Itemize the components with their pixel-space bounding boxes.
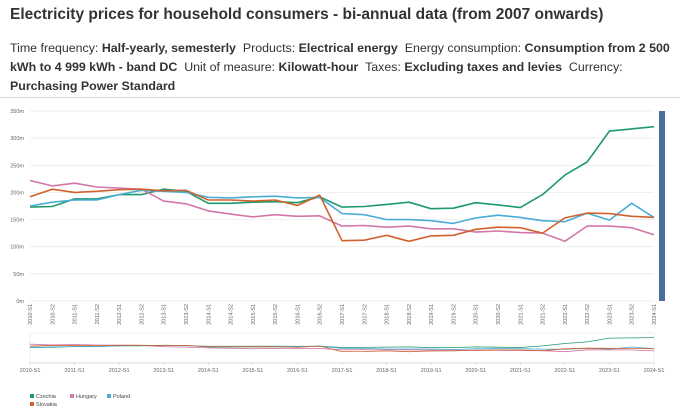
chart-subtitle: Time frequency: Half-yearly, semesterly … bbox=[10, 39, 672, 96]
y-tick-label: 250m bbox=[10, 163, 24, 169]
legend-item-slovakia[interactable]: Slovakia bbox=[30, 402, 58, 408]
navigator-line-slovakia bbox=[29, 344, 655, 353]
x-tick-label: 2013-S1 bbox=[162, 304, 168, 325]
legend-swatch bbox=[30, 394, 34, 398]
meta-label-unit: Unit of measure: bbox=[184, 60, 276, 74]
x-tick-label: 2015-S1 bbox=[251, 304, 257, 325]
meta-label-energy-consumption: Energy consumption: bbox=[404, 41, 522, 55]
navigator-tick-label: 2010-S1 bbox=[20, 368, 41, 374]
range-scrollbar[interactable] bbox=[659, 111, 665, 301]
x-tick-label: 2018-S2 bbox=[407, 304, 413, 325]
x-tick-label: 2023-S1 bbox=[607, 304, 613, 325]
header-divider bbox=[0, 97, 680, 98]
y-tick-label: 200m bbox=[10, 190, 24, 196]
x-tick-label: 2016-S1 bbox=[295, 304, 301, 325]
range-navigator[interactable] bbox=[29, 332, 655, 364]
navigator-tick-label: 2020-S1 bbox=[465, 368, 486, 374]
x-tick-label: 2019-S1 bbox=[429, 304, 435, 325]
y-tick-label: 0m bbox=[16, 299, 24, 305]
x-tick-label: 2011-S2 bbox=[95, 304, 101, 324]
navigator-tick-label: 2016-S1 bbox=[287, 368, 308, 374]
x-tick-label: 2012-S1 bbox=[117, 304, 123, 325]
legend-label: Czechia bbox=[36, 394, 57, 400]
x-tick-label: 2014-S2 bbox=[229, 304, 235, 325]
navigator-tick-label: 2017-S1 bbox=[332, 368, 353, 374]
x-tick-label: 2013-S2 bbox=[184, 304, 190, 325]
navigator-tick-label: 2024-S1 bbox=[644, 368, 665, 374]
x-tick-label: 2010-S2 bbox=[50, 304, 56, 325]
meta-value-currency: Purchasing Power Standard bbox=[10, 79, 176, 93]
x-tick-label: 2020-S1 bbox=[474, 304, 480, 325]
navigator-tick-label: 2013-S1 bbox=[153, 368, 174, 374]
navigator-x-ticks: 2010-S1 2011-S1 2012-S1 2013-S1 2014-S1 2015-… bbox=[20, 363, 665, 374]
legend: Czechia Hungary Poland Slovakia bbox=[30, 394, 130, 408]
series-line-poland bbox=[29, 189, 655, 225]
y-tick-label: 150m bbox=[10, 218, 24, 224]
x-tick-label: 2021-S2 bbox=[541, 304, 547, 325]
x-tick-label: 2017-S1 bbox=[340, 304, 346, 325]
legend-swatch bbox=[70, 394, 74, 398]
navigator-tick-label: 2011-S1 bbox=[64, 368, 84, 374]
navigator-tick-label: 2021-S1 bbox=[510, 368, 531, 374]
series-line-slovakia bbox=[29, 188, 655, 243]
legend-swatch bbox=[30, 402, 34, 406]
navigator-tick-label: 2014-S1 bbox=[198, 368, 219, 374]
legend-item-hungary[interactable]: Hungary bbox=[70, 394, 97, 400]
y-gridlines bbox=[30, 110, 654, 302]
x-tick-label: 2021-S1 bbox=[518, 304, 524, 325]
x-tick-label: 2023-S2 bbox=[630, 304, 636, 325]
y-axis-ticks: 0m 50m 100m 150m 200m 250m 300m 350m bbox=[10, 109, 24, 305]
x-tick-label: 2024-S1 bbox=[652, 304, 658, 325]
meta-value-taxes: Excluding taxes and levies bbox=[404, 60, 563, 74]
x-tick-label: 2010-S1 bbox=[28, 304, 34, 325]
navigator-tick-label: 2023-S1 bbox=[599, 368, 620, 374]
meta-value-time-frequency: Half-yearly, semesterly bbox=[101, 41, 236, 55]
legend-item-poland[interactable]: Poland bbox=[107, 394, 130, 400]
legend-label: Slovakia bbox=[36, 402, 58, 408]
navigator-tick-label: 2012-S1 bbox=[109, 368, 130, 374]
x-tick-label: 2020-S2 bbox=[496, 304, 502, 325]
series-lines bbox=[29, 125, 655, 243]
navigator-tick-label: 2019-S1 bbox=[421, 368, 442, 374]
x-tick-label: 2014-S1 bbox=[206, 304, 212, 325]
y-tick-label: 300m bbox=[10, 136, 24, 142]
meta-value-products: Electrical energy bbox=[298, 41, 398, 55]
navigator-tick-label: 2022-S1 bbox=[554, 368, 575, 374]
x-tick-label: 2012-S2 bbox=[139, 304, 145, 325]
meta-label-taxes: Taxes: bbox=[365, 60, 401, 74]
x-tick-label: 2017-S2 bbox=[362, 304, 368, 325]
y-tick-label: 100m bbox=[10, 245, 24, 251]
meta-label-time-frequency: Time frequency: bbox=[10, 41, 99, 55]
x-axis-ticks: 2010-S1 2010-S2 2011-S1 2011-S2 2012-S1 2012-… bbox=[28, 304, 658, 325]
x-tick-label: 2015-S2 bbox=[273, 304, 279, 325]
y-tick-label: 50m bbox=[13, 272, 24, 278]
chart-title: Electricity prices for household consume… bbox=[10, 6, 604, 23]
legend-label: Hungary bbox=[76, 394, 97, 400]
meta-label-currency: Currency: bbox=[568, 60, 623, 74]
legend-label: Poland bbox=[113, 394, 130, 400]
x-tick-label: 2022-S1 bbox=[563, 304, 569, 325]
navigator-tick-label: 2018-S1 bbox=[376, 368, 397, 374]
legend-swatch bbox=[107, 394, 111, 398]
meta-value-unit: Kilowatt-hour bbox=[278, 60, 359, 74]
y-tick-label: 350m bbox=[10, 109, 24, 115]
x-tick-label: 2022-S2 bbox=[585, 304, 591, 325]
x-tick-label: 2016-S2 bbox=[318, 304, 324, 325]
navigator-tick-label: 2015-S1 bbox=[242, 368, 263, 374]
legend-item-czechia[interactable]: Czechia bbox=[30, 394, 57, 400]
x-tick-label: 2018-S1 bbox=[385, 304, 391, 325]
x-tick-label: 2019-S2 bbox=[451, 304, 457, 325]
meta-value-energy-consumption: Consumption from 2 500 kWh to 4 999 kWh … bbox=[10, 41, 670, 74]
meta-label-products: Products: bbox=[242, 41, 296, 55]
series-line-czechia bbox=[29, 125, 655, 210]
x-tick-label: 2011-S1 bbox=[73, 304, 79, 324]
